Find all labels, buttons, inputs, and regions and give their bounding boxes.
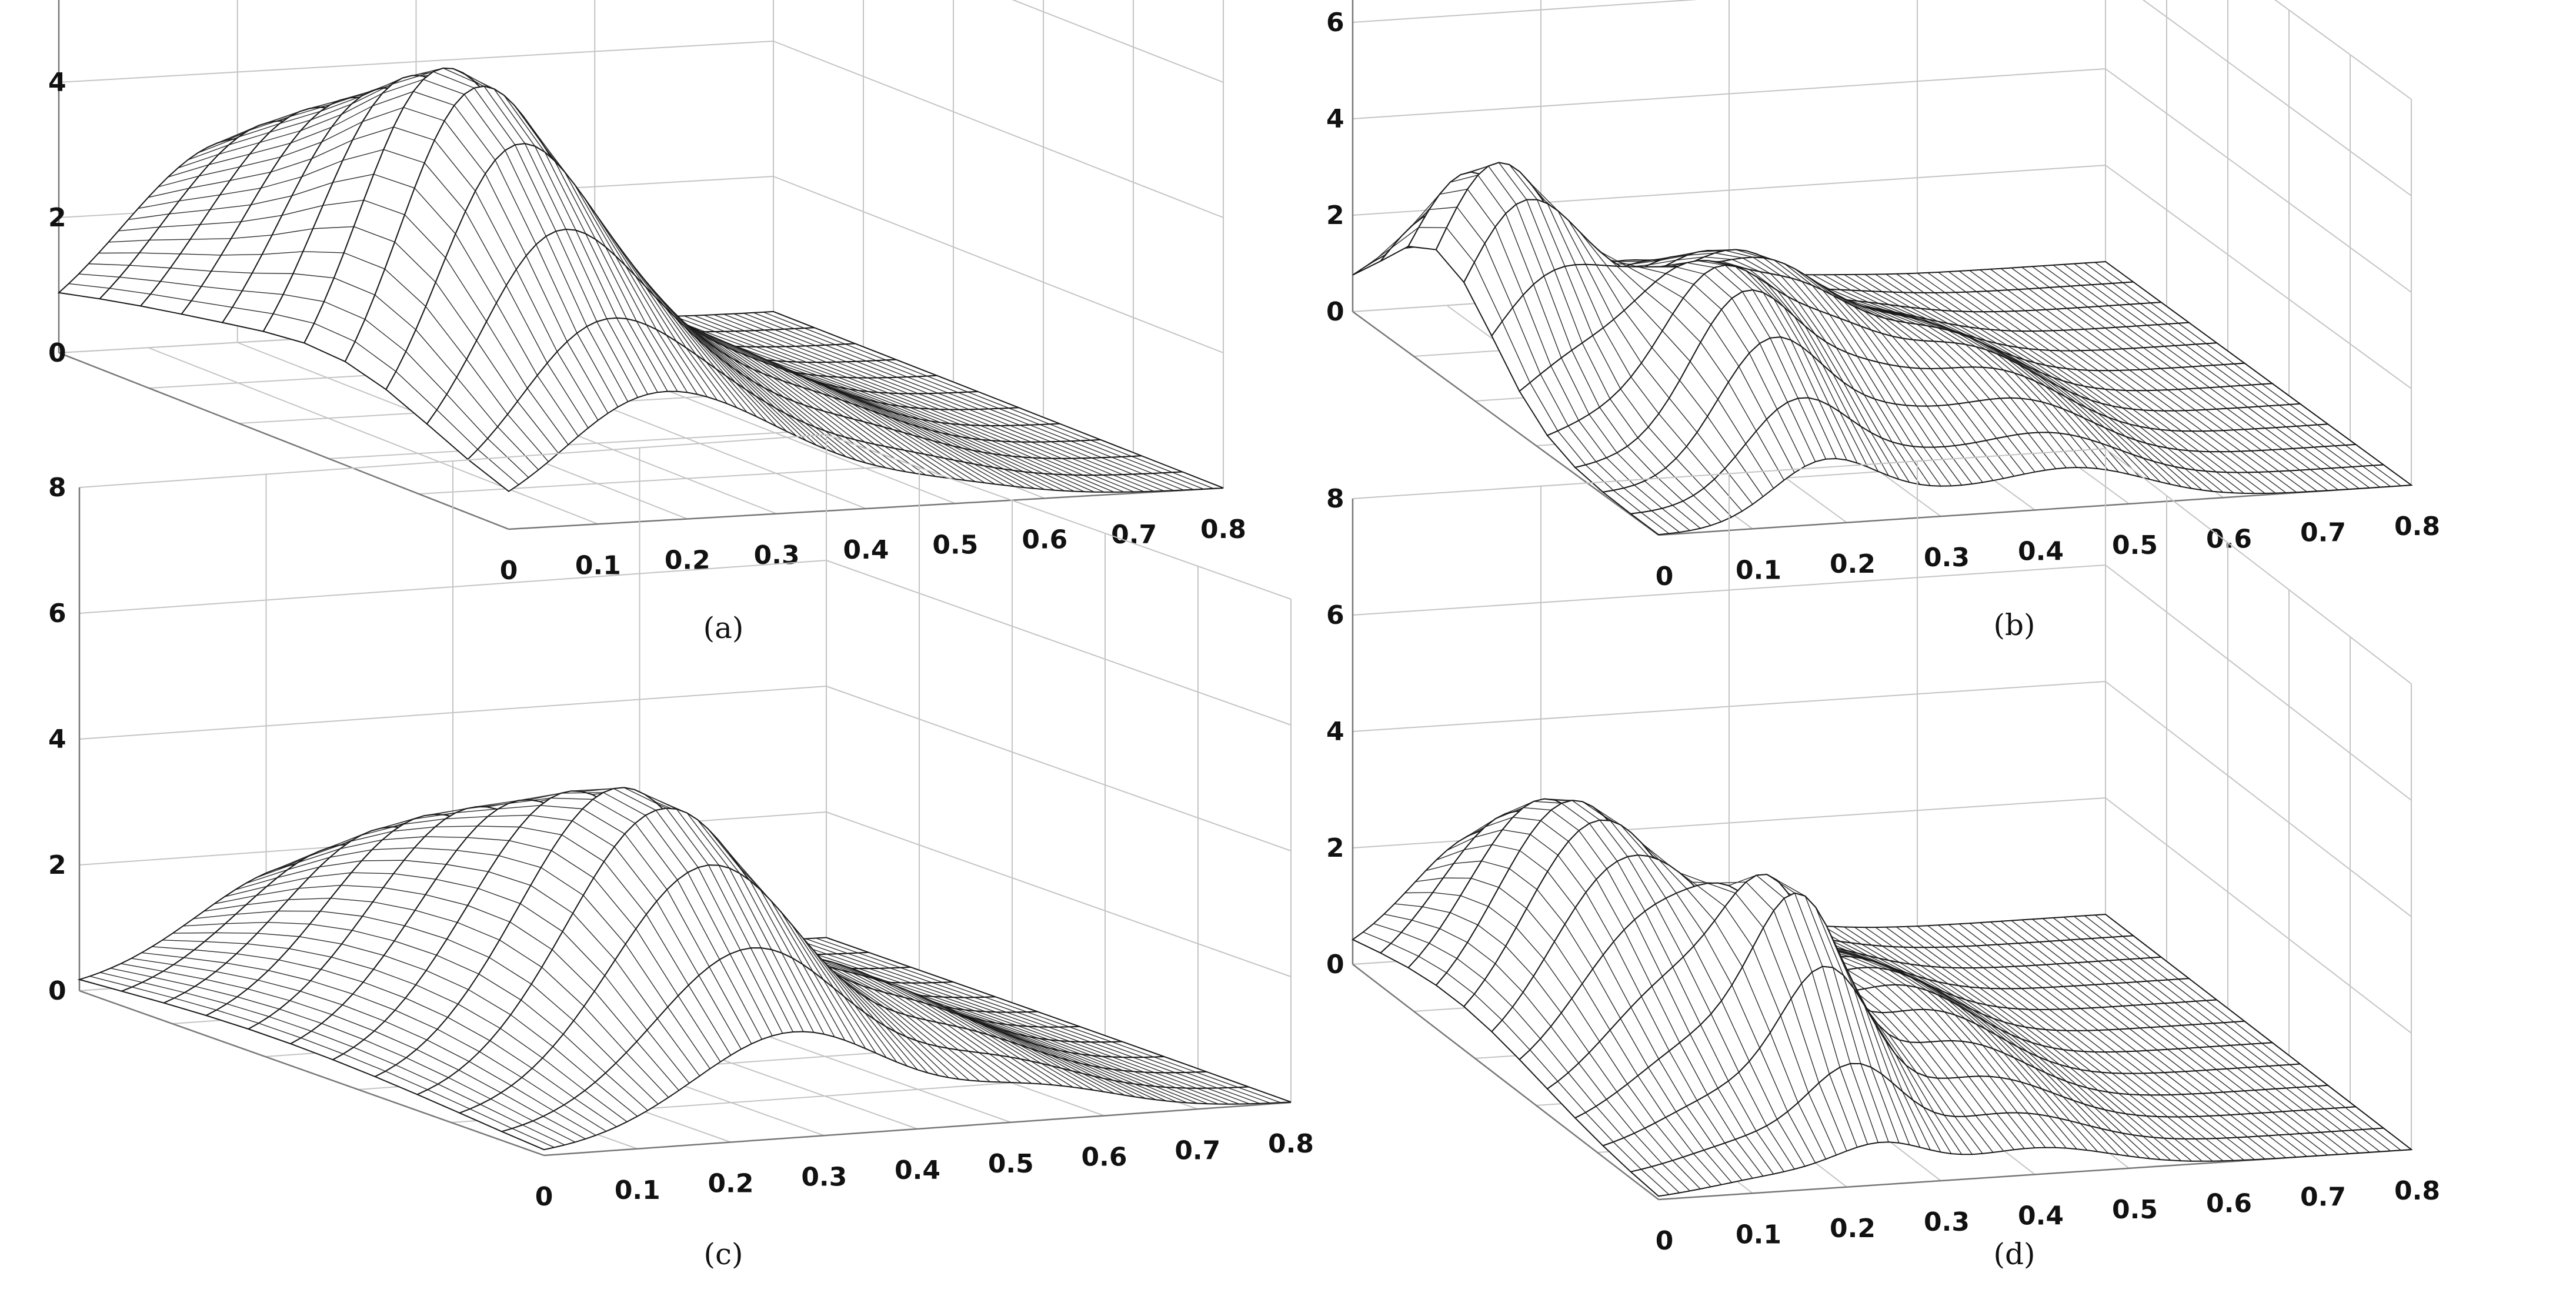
x-tick-label: 0.8	[1200, 514, 1246, 544]
subplot-caption: (a)	[703, 611, 744, 645]
surface-strip	[1629, 1063, 2413, 1197]
x-tick-label: 0.2	[1830, 1214, 1876, 1244]
subplot-b: 0 0.1 0.2 0.3 0.4 0.5 0.6 0.7 0.8 0 2 4 6 8 (b)	[1326, 0, 2440, 642]
x-tick-label: 0.3	[754, 540, 800, 570]
z-tick-label: 2	[1326, 833, 1344, 863]
x-tick-label: 0.3	[801, 1162, 847, 1192]
x-tick-label: 0.5	[2112, 530, 2158, 560]
z-tick-label: 4	[48, 68, 66, 98]
x-tick-label: 0.5	[932, 530, 978, 560]
x-tick-label: 0.7	[2300, 518, 2346, 548]
x-tick-label: 0.5	[988, 1149, 1034, 1179]
subplot-caption: (c)	[703, 1237, 743, 1271]
x-tick-label: 0.8	[2394, 1176, 2440, 1206]
subplot-d: 0 0.1 0.2 0.3 0.4 0.5 0.6 0.7 0.8 0 2 4 6 8 (d)	[1326, 448, 2440, 1271]
x-tick-label: 0.6	[2206, 524, 2252, 554]
z-tick-label: 0	[1326, 950, 1344, 980]
subplot-caption: (b)	[1993, 608, 2035, 642]
x-tick-label: 0.3	[1924, 1207, 1970, 1237]
surface-mesh	[77, 787, 1292, 1151]
z-tick-label: 8	[48, 473, 66, 503]
x-tick-label: 0.4	[895, 1155, 940, 1185]
z-tick-label: 4	[1326, 104, 1344, 134]
surface-strip	[458, 864, 1249, 1132]
x-tick-label: 0.2	[708, 1169, 754, 1199]
x-tick-label: 0	[1656, 562, 1674, 592]
surface-mesh	[1352, 798, 2413, 1197]
x-tick-label: 0.2	[1830, 549, 1876, 579]
surface-strip	[500, 947, 1292, 1151]
surface-strip	[1546, 264, 2330, 469]
x-tick-label: 0.6	[2206, 1188, 2252, 1218]
x-tick-label: 0.1	[615, 1175, 660, 1205]
x-tick-label: 0.7	[1174, 1135, 1220, 1165]
surface-strip	[385, 143, 1142, 459]
z-tick-label: 6	[1326, 8, 1344, 38]
axis-lines	[78, 487, 1292, 1157]
x-tick-label: 0.7	[2300, 1182, 2346, 1212]
surface-strip	[1629, 397, 2413, 536]
x-tick-label: 0.6	[1082, 1142, 1127, 1172]
axis-lines	[1352, 0, 2412, 536]
z-tick-label: 0	[1326, 297, 1344, 327]
x-tick-label: 0.8	[1268, 1129, 1314, 1159]
x-tick-label: 0.1	[1736, 555, 1781, 585]
z-tick-label: 2	[48, 203, 66, 233]
z-tick-label: 4	[1326, 717, 1344, 747]
x-tick-label: 0.4	[2018, 537, 2064, 567]
z-tick-label: 2	[48, 850, 66, 880]
z-tick-label: 0	[48, 976, 66, 1006]
x-tick-label: 0	[1656, 1226, 1674, 1256]
subplot-caption: (d)	[1993, 1237, 2035, 1271]
x-tick-label: 0.5	[2112, 1195, 2158, 1225]
x-tick-label: 0.8	[2394, 512, 2440, 542]
x-tick-label: 0.4	[2018, 1201, 2064, 1231]
z-tick-label: 4	[48, 724, 66, 754]
subplot-c: 0 0.1 0.2 0.3 0.4 0.5 0.6 0.7 0.8 0 2 4 6 8 (c)	[48, 434, 1314, 1271]
surface-mesh	[1352, 162, 2413, 536]
z-tick-label: 2	[1326, 201, 1344, 230]
x-tick-label: 0.6	[1022, 525, 1067, 555]
z-tick-label: 6	[48, 599, 66, 629]
x-tick-label: 0.1	[1736, 1220, 1781, 1249]
z-tick-label: 6	[1326, 600, 1344, 630]
surface-strip	[466, 317, 1224, 493]
x-tick-label: 0.3	[1924, 543, 1970, 573]
axis-lines	[58, 0, 1224, 530]
surface-mesh	[57, 67, 1224, 493]
z-tick-label: 8	[1326, 484, 1344, 514]
x-tick-label: 0	[500, 556, 518, 586]
x-tick-label: 0.7	[1111, 520, 1157, 550]
z-tick-label: 0	[48, 338, 66, 368]
x-tick-label: 0.4	[843, 535, 889, 565]
surface-strip	[1601, 965, 2385, 1172]
x-tick-label: 0	[535, 1182, 553, 1212]
